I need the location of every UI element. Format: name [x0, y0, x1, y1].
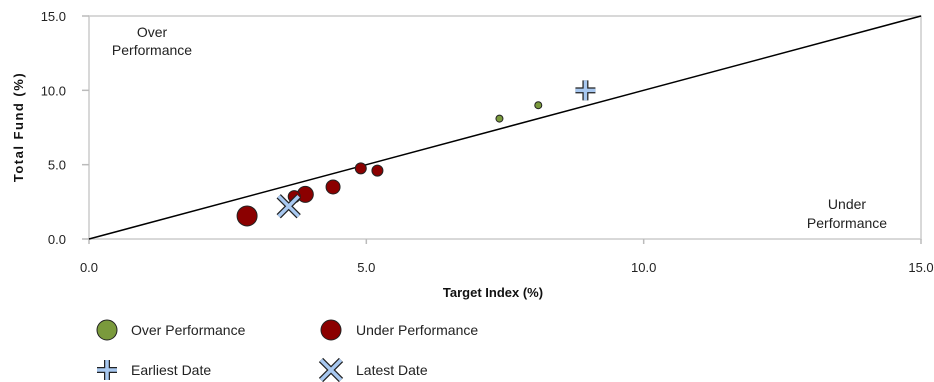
- point-over-performance: [495, 114, 504, 123]
- point-under-performance: [354, 162, 367, 175]
- y-tick-label: 5.0: [48, 158, 66, 173]
- annotation-under-line1: Under: [828, 196, 866, 212]
- legend-swatch-under-performance: [320, 319, 342, 341]
- y-tick-label: 10.0: [41, 83, 66, 98]
- reference-line: [88, 15, 922, 240]
- legend-swatch-over-performance: [96, 319, 118, 341]
- point-under-performance: [325, 179, 341, 195]
- annotation-over-line1: Over: [137, 24, 168, 40]
- legend-label-over-performance: Over Performance: [131, 322, 246, 338]
- y-axis-title: Total Fund (%): [11, 72, 26, 182]
- legend: Over Performance Under Performance Earli…: [96, 319, 478, 382]
- x-axis-title: Target Index (%): [443, 285, 543, 300]
- point-over-performance: [534, 101, 543, 110]
- legend-swatch-latest-date: [318, 357, 344, 382]
- point-under-performance: [371, 164, 384, 177]
- legend-label-under-performance: Under Performance: [356, 322, 478, 338]
- marker-earliest-date: [575, 80, 596, 101]
- legend-label-latest-date: Latest Date: [356, 362, 428, 378]
- x-tick-label: 0.0: [80, 260, 98, 275]
- x-tick-label: 5.0: [357, 260, 375, 275]
- annotation-over-line2: Performance: [112, 42, 192, 58]
- y-tick-label: 0.0: [48, 232, 66, 247]
- x-tick-label: 10.0: [631, 260, 656, 275]
- x-tick-label: 15.0: [908, 260, 933, 275]
- point-under-performance: [236, 205, 258, 227]
- annotation-under-line2: Performance: [807, 215, 887, 231]
- y-tick-label: 15.0: [41, 9, 66, 24]
- legend-swatch-earliest-date: [97, 360, 117, 380]
- marker-latest-date: [276, 194, 301, 219]
- legend-label-earliest-date: Earliest Date: [131, 362, 211, 378]
